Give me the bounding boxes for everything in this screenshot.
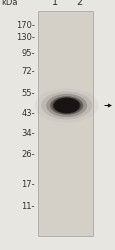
Text: 170-: 170-	[16, 21, 34, 30]
Text: 34-: 34-	[21, 130, 34, 138]
Text: 43-: 43-	[21, 108, 34, 118]
Ellipse shape	[50, 96, 83, 115]
Text: 26-: 26-	[21, 150, 34, 159]
Text: 1: 1	[51, 0, 57, 7]
Ellipse shape	[41, 92, 91, 120]
Text: 130-: 130-	[16, 32, 34, 42]
Text: 55-: 55-	[21, 90, 34, 98]
Ellipse shape	[53, 98, 79, 113]
Ellipse shape	[52, 97, 80, 114]
Text: 2: 2	[75, 0, 81, 7]
Ellipse shape	[46, 94, 86, 117]
Text: 95-: 95-	[21, 48, 34, 58]
Text: kDa: kDa	[1, 0, 17, 7]
Text: 11-: 11-	[21, 202, 34, 211]
Text: 72-: 72-	[21, 67, 34, 76]
Bar	[38, 11, 92, 236]
Ellipse shape	[34, 88, 98, 122]
Text: 17-: 17-	[21, 180, 34, 189]
